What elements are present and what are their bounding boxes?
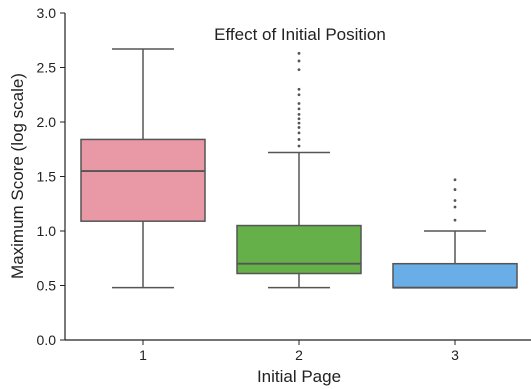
y-axis-ticks: 0.0 0.5 1.0 1.5 2.0 2.5 3.0 xyxy=(37,5,65,348)
x-tick-label: 2 xyxy=(295,347,303,363)
outlier-point xyxy=(297,51,301,55)
outlier-point xyxy=(453,178,457,182)
outlier-point xyxy=(453,188,457,191)
y-axis-title: Maximum Score (log scale) xyxy=(8,73,27,279)
outlier-point xyxy=(297,59,301,63)
box-series xyxy=(80,48,518,289)
x-tick-label: 1 xyxy=(139,347,147,363)
y-tick-label: 2.5 xyxy=(37,60,57,76)
iqr-box xyxy=(236,224,362,275)
y-tick-label: 3.0 xyxy=(37,5,57,21)
outlier-point xyxy=(297,121,301,125)
y-tick-label: 0.0 xyxy=(37,332,57,348)
x-axis-ticks: 1 2 3 xyxy=(139,340,459,363)
outlier-point xyxy=(297,131,301,135)
iqr-box xyxy=(392,262,518,289)
outlier-point xyxy=(297,93,301,97)
outlier-point xyxy=(297,117,301,121)
box-group-3 xyxy=(392,178,518,289)
y-tick-label: 1.0 xyxy=(37,223,57,239)
iqr-box xyxy=(80,138,206,222)
x-axis-title: Initial Page xyxy=(257,367,341,386)
y-tick-label: 1.5 xyxy=(37,169,57,185)
outlier-point xyxy=(297,68,301,72)
box-group-1 xyxy=(80,48,206,289)
outlier-point xyxy=(297,144,301,148)
x-tick-label: 3 xyxy=(451,347,459,363)
outlier-point xyxy=(453,218,457,222)
outlier-point xyxy=(297,87,301,91)
y-tick-label: 2.0 xyxy=(37,114,57,130)
outlier-point xyxy=(297,107,301,111)
outlier-point xyxy=(297,138,301,141)
outlier-point xyxy=(453,199,457,202)
outlier-point xyxy=(297,102,301,105)
chart-title: Effect of Initial Position xyxy=(214,25,386,44)
outlier-point xyxy=(297,126,301,129)
outlier-point xyxy=(297,112,301,116)
box-group-2 xyxy=(236,51,362,289)
y-tick-label: 0.5 xyxy=(37,278,57,294)
outlier-point xyxy=(453,205,457,209)
